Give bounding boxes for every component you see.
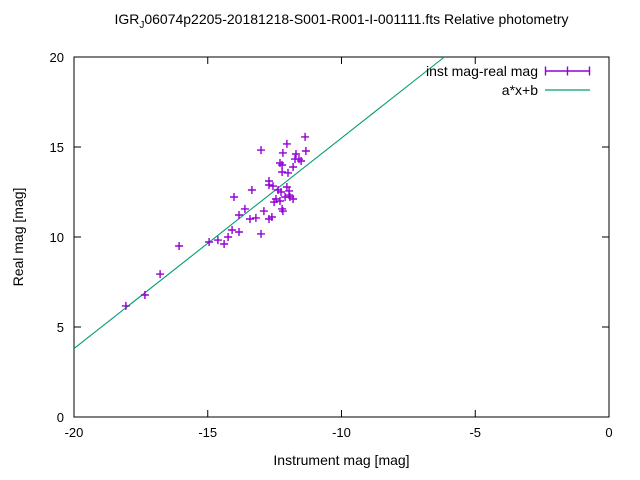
data-point: [289, 195, 298, 203]
data-point: [156, 270, 165, 279]
y-tick-label: 5: [56, 320, 64, 335]
data-point: [267, 213, 276, 221]
y-tick-label: 20: [49, 50, 64, 65]
data-point: [205, 238, 214, 246]
data-point: [213, 236, 222, 245]
data-point: [220, 240, 229, 248]
x-tick-label: -10: [332, 425, 351, 440]
chart-title-prefix: IGR: [114, 11, 140, 27]
legend-errorbar-sample: [544, 66, 591, 76]
y-tick-label: 15: [49, 140, 64, 155]
x-tick-label: 0: [605, 425, 613, 440]
data-point: [230, 193, 238, 201]
chart-title: IGRJ06074p2205-20181218-S001-R001-I-0011…: [74, 11, 609, 31]
data-point: [175, 242, 184, 250]
legend-label-fit: a*x+b: [501, 82, 538, 98]
data-point: [282, 139, 291, 148]
data-point: [278, 148, 287, 157]
data-point: [278, 161, 287, 169]
data-point: [259, 207, 268, 216]
data-point: [121, 301, 130, 310]
y-tick-label: 10: [49, 230, 64, 245]
chart-title-subscript: J: [139, 20, 145, 31]
data-point: [265, 181, 273, 189]
data-point: [246, 215, 254, 223]
data-point: [277, 188, 285, 196]
chart-title-rest: 06074p2205-20181218-S001-R001-I-001111.f…: [144, 11, 569, 27]
data-point: [251, 213, 260, 222]
y-tick-label: 0: [56, 410, 64, 425]
data-point: [278, 207, 287, 216]
x-tick-label: -20: [64, 425, 84, 440]
axis-ticks: [73, 56, 610, 418]
data-point: [269, 182, 277, 191]
data-point: [278, 168, 287, 176]
legend-label-scatter: inst mag-real mag: [425, 63, 538, 79]
x-tick-label: -5: [469, 425, 482, 440]
data-point: [240, 204, 249, 213]
data-point: [235, 211, 243, 219]
data-point: [292, 150, 300, 158]
data-point: [285, 191, 294, 200]
x-tick-label: -15: [198, 425, 218, 440]
data-point: [276, 197, 284, 205]
data-point: [140, 291, 149, 299]
data-point: [257, 146, 265, 155]
data-point: [257, 229, 265, 238]
data-point: [289, 163, 298, 171]
x-axis-label: Instrument mag [mag]: [273, 452, 410, 468]
data-point: [297, 157, 306, 165]
data-point: [235, 228, 243, 236]
data-point: [301, 147, 310, 155]
fit-line: [73, 56, 445, 350]
data-point: [224, 233, 233, 241]
scatter-points: [121, 132, 310, 310]
data-point: [284, 168, 292, 177]
data-point: [228, 226, 237, 234]
plot-border: [73, 56, 610, 418]
data-point: [301, 132, 310, 141]
data-point: [247, 186, 256, 194]
